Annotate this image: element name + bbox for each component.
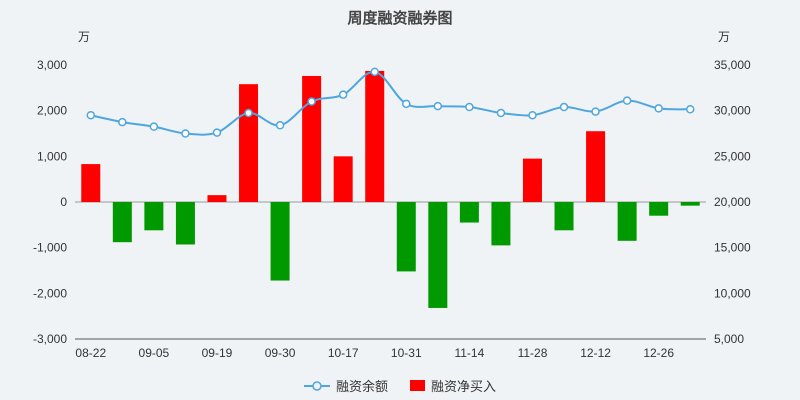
x-axis-tick-label: 12-12 xyxy=(580,346,611,360)
net-buy-bar[interactable] xyxy=(649,202,669,216)
x-axis-tick-label: 10-31 xyxy=(391,346,422,360)
legend-item-net-buy[interactable]: 融资净买入 xyxy=(410,376,496,395)
right-axis-tick-label: 15,000 xyxy=(714,241,751,255)
left-axis-tick-label: -1,000 xyxy=(33,241,67,255)
x-axis-tick-label: 10-17 xyxy=(328,346,359,360)
net-buy-bar[interactable] xyxy=(428,202,448,308)
line-marker[interactable] xyxy=(528,110,537,120)
legend-item-margin-balance[interactable]: 融资余额 xyxy=(303,376,388,395)
net-buy-bar[interactable] xyxy=(680,202,700,206)
net-buy-bar[interactable] xyxy=(175,202,195,245)
net-buy-bar[interactable] xyxy=(459,202,479,223)
left-axis-tick-label: 1,000 xyxy=(37,149,67,163)
right-axis-tick-label: 5,000 xyxy=(714,332,744,346)
x-axis-tick-label: 11-28 xyxy=(518,346,548,360)
line-marker[interactable] xyxy=(118,117,127,127)
net-buy-bar[interactable] xyxy=(586,131,606,202)
legend-label-margin-balance: 融资余额 xyxy=(335,379,388,394)
x-axis-tick-label: 09-30 xyxy=(265,346,296,360)
line-marker[interactable] xyxy=(402,99,411,109)
line-marker[interactable] xyxy=(149,122,159,131)
line-marker[interactable] xyxy=(622,96,632,105)
net-buy-bar[interactable] xyxy=(491,202,511,246)
net-buy-bar[interactable] xyxy=(365,70,385,202)
line-marker[interactable] xyxy=(86,110,96,120)
net-buy-bar[interactable] xyxy=(270,202,290,281)
line-marker[interactable] xyxy=(559,102,569,112)
net-buy-bar[interactable] xyxy=(333,156,353,202)
right-axis-unit: 万 xyxy=(717,30,730,44)
left-axis-tick-label: 3,000 xyxy=(37,58,67,72)
line-marker[interactable] xyxy=(591,107,600,116)
margin-balance-line xyxy=(90,70,691,136)
right-axis-tick-label: 25,000 xyxy=(714,149,751,163)
left-axis-tick-label: -2,000 xyxy=(33,286,67,300)
net-buy-bar[interactable] xyxy=(554,202,574,231)
right-axis-tick-label: 10,000 xyxy=(714,286,751,300)
line-marker[interactable] xyxy=(307,97,316,106)
net-buy-bar[interactable] xyxy=(144,202,164,231)
net-buy-bar[interactable] xyxy=(207,195,227,202)
line-marker[interactable] xyxy=(275,121,285,130)
line-marker[interactable] xyxy=(465,102,474,112)
line-marker[interactable] xyxy=(370,67,379,77)
bar-series-legend-icon xyxy=(410,380,425,391)
x-axis-tick-label: 09-19 xyxy=(202,346,233,360)
line-marker[interactable] xyxy=(433,101,443,111)
right-axis-tick-label: 20,000 xyxy=(714,195,751,209)
right-axis-tick-label: 35,000 xyxy=(714,58,751,72)
x-axis-tick-label: 12-26 xyxy=(643,346,674,360)
net-buy-bar[interactable] xyxy=(302,75,322,202)
x-axis-tick-label: 08-22 xyxy=(75,346,106,360)
right-axis-tick-label: 30,000 xyxy=(714,104,751,118)
left-axis-tick-label: 2,000 xyxy=(37,104,67,118)
net-buy-bar[interactable] xyxy=(81,164,101,202)
line-marker[interactable] xyxy=(212,128,222,137)
chart-title: 周度融资融券图 xyxy=(347,10,453,27)
legend-label-net-buy: 融资净买入 xyxy=(431,379,497,394)
line-marker[interactable] xyxy=(181,129,190,138)
left-axis-tick-label: 0 xyxy=(60,195,67,209)
line-marker[interactable] xyxy=(654,104,663,113)
line-marker[interactable] xyxy=(244,108,253,118)
net-buy-bar[interactable] xyxy=(239,84,259,202)
net-buy-bar[interactable] xyxy=(396,202,416,272)
net-buy-bar[interactable] xyxy=(522,158,542,202)
legend: 融资余额 融资净买入 xyxy=(0,376,800,395)
x-axis-tick-label: 11-14 xyxy=(454,346,484,360)
line-marker[interactable] xyxy=(685,105,695,114)
left-axis-unit: 万 xyxy=(78,30,91,44)
line-marker[interactable] xyxy=(338,90,348,99)
line-marker[interactable] xyxy=(496,108,506,118)
net-buy-bar[interactable] xyxy=(112,202,132,243)
line-series-legend-icon xyxy=(303,380,330,391)
net-buy-bar[interactable] xyxy=(617,202,637,241)
left-axis-tick-label: -3,000 xyxy=(33,332,67,346)
x-axis-tick-label: 09-05 xyxy=(139,346,170,360)
